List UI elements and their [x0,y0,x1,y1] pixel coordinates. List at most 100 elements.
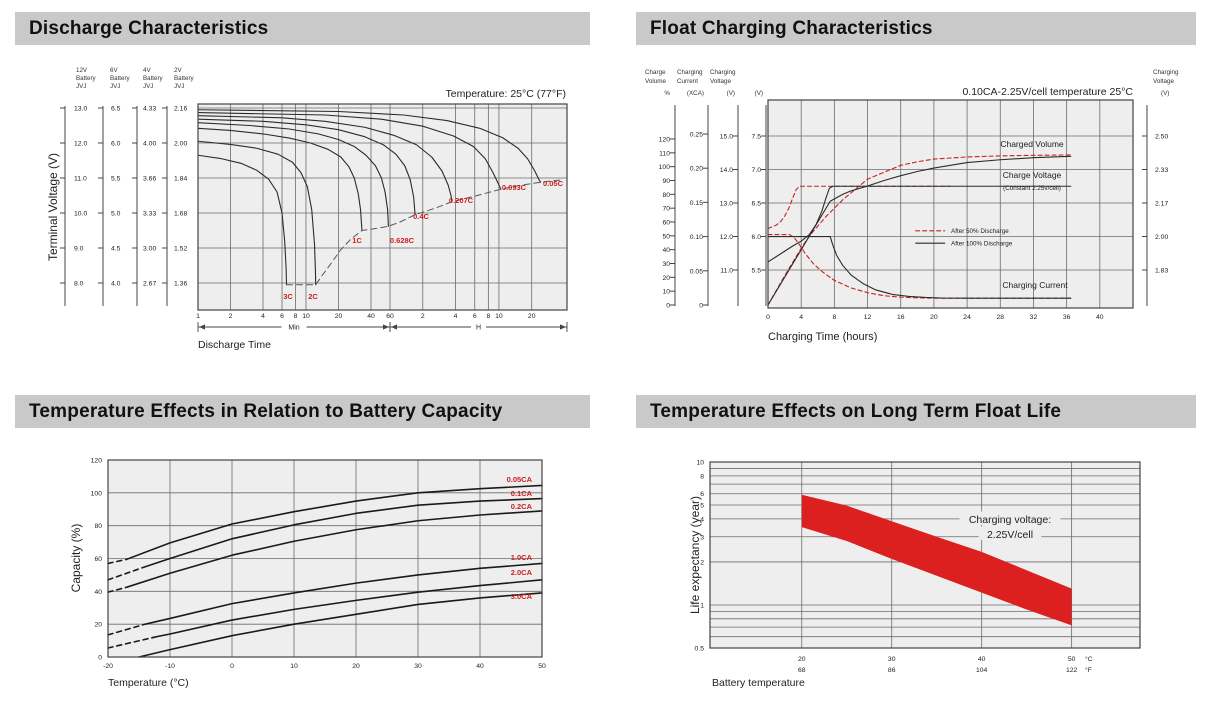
x-tick-label: 12 [864,314,872,321]
x-tick-label: -20 [103,663,113,670]
series-2.0CA-extrapolated [107,635,159,649]
side-scale-label: 60 [662,220,670,227]
chart-label: (V) [1161,90,1169,97]
chart-label: % [664,90,670,97]
x-tick-label: 24 [963,314,971,321]
y-tick-label: 8 [700,473,704,480]
side-scale-label: 1.68 [174,211,187,218]
chart-label: JVJ [174,83,184,90]
series-0.05C [197,109,542,183]
side-scale-label: 0.05 [690,268,703,275]
label-bg [959,511,1061,525]
chart-note: 0.10CA-2.25V/cell temperature 25°C [962,86,1133,98]
legend-after-50: After 50% Discharge [951,228,1009,235]
curve-label-0.4C: 0.4C [413,212,429,221]
series-charged-volume-after-50pct-discharge [767,154,1072,306]
x-tick-label: 32 [1030,314,1038,321]
series-charging-current-after-50pct-discharge [767,233,1072,299]
curve-label-1C: 1C [352,236,362,245]
side-scale-label: 6.5 [752,200,762,207]
side-scale-label: 20 [662,275,670,282]
x-tick-label: 104 [976,667,988,674]
curve-label-0.05CA: 0.05CA [507,475,533,484]
arrowhead-left [391,324,397,330]
y-tick-label: 80 [94,523,102,530]
x-tick-label: 30 [888,656,896,663]
side-scale-label: 14.0 [720,167,733,174]
series-charged-volume-after-100pct-discharge [767,155,1072,306]
series-0.207C [197,115,453,203]
curve-label-0.628C: 0.628C [390,236,415,245]
y-tick-label: 4 [700,516,704,523]
series-1C [197,127,363,232]
curve-label-0.2CA: 0.2CA [511,502,533,511]
arrowhead-left [199,324,205,330]
curve-label-0.05C: 0.05C [543,179,564,188]
chart-label: JVJ [143,83,153,90]
x-tick-label: 28 [996,314,1004,321]
side-scale-label: 15.0 [720,133,733,140]
side-scale-label: 70 [662,206,670,213]
chart-label: (V) [727,90,735,97]
chart-label: Battery [143,75,164,82]
y-axis-title: Life expectancy (year) [688,496,702,614]
x-tick-label: 122 [1066,667,1078,674]
series-2.0CA [156,579,543,638]
x-tick-label: 8 [486,313,490,320]
x-axis-title: Charging Time (hours) [768,331,877,343]
chart-label: Current [677,78,698,85]
curve-label-3C: 3C [283,292,293,301]
x-axis-title: Temperature (°C) [108,677,189,689]
side-scale-label: 6.0 [111,140,121,147]
chart-label: Charge [645,69,666,76]
chart-label: Voltage [1153,78,1175,85]
x-tick-label: 0 [230,663,234,670]
side-scale-label: 5.5 [752,268,762,275]
x-tick-label: 10 [290,663,298,670]
series-0.4C [197,118,416,216]
side-scale-label: 4.0 [111,281,121,288]
chart-label: 2V [174,67,182,74]
section-header-float-charging: Float Charging Characteristics [636,12,1196,45]
chart-label: Battery [174,75,195,82]
y-tick-label: 10 [696,460,704,467]
side-scale-label: 3.00 [143,246,156,253]
side-scale-label: 9.0 [74,246,84,253]
side-scale-label: 3.33 [143,211,156,218]
x-tick-label: 60 [386,313,394,320]
arrowhead-right [383,324,389,330]
x-tick-label: 40 [367,313,375,320]
section-title: Temperature Effects on Long Term Float L… [650,401,1062,422]
float-charging-plot-frame [767,99,1134,309]
chart-label: (XCA) [687,90,704,97]
chart-label: Charging [1153,69,1179,76]
series-end-of-discharge-envelope [285,179,563,286]
x-tick-label: 50 [538,663,546,670]
discharge-characteristics-chart: 13.0 12.0 11.0 10.0 9.0 8.0 6.5 6.0 5.5 5.0 4.5 4.0… [46,67,568,351]
temperature-capacity-plot-frame [107,459,543,658]
x-tick-label: 20 [798,656,806,663]
series-3.0CA [138,592,543,658]
label-constant: (Constant 2.25v/cell) [1003,185,1061,192]
curve-label-3.0CA: 3.0CA [511,592,533,601]
chart-label: Charging [710,69,736,76]
curve-label-1.0CA: 1.0CA [511,553,533,562]
float-charging-characteristics-chart: 010203040506070809010011012000.050.100.1… [645,69,1179,343]
legend-after-100: After 100% Discharge [951,241,1013,248]
side-scale-label: 12.0 [74,140,87,147]
curve-label-0.207C: 0.207C [449,196,474,205]
x-tick-label: 16 [897,314,905,321]
x-tick-label: 4 [261,313,265,320]
side-scale-label: 10.0 [74,211,87,218]
arrowhead-right [560,324,566,330]
y-tick-label: 6 [700,491,704,498]
side-scale-label: 2.33 [1155,167,1168,174]
label-charging-current: Charging Current [1002,280,1068,290]
x-axis-title: Battery temperature [712,677,805,689]
x-tick-label: -10 [165,663,175,670]
side-scale-label: 0.25 [690,131,703,138]
chart-label: Battery [110,75,131,82]
side-scale-label: 100 [659,164,671,171]
series-charge-voltage-after-100pct-discharge [767,185,1072,263]
